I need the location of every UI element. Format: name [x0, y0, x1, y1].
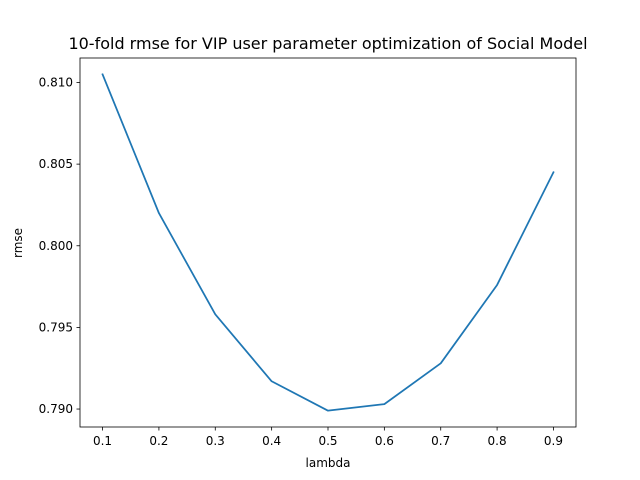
y-tick-label: 0.795	[39, 320, 73, 334]
x-tick-label: 0.1	[93, 434, 112, 448]
x-tick-label: 0.6	[375, 434, 394, 448]
y-tick-label: 0.810	[39, 75, 73, 89]
x-tick-label: 0.2	[149, 434, 168, 448]
x-axis-label: lambda	[306, 456, 351, 470]
y-tick-label: 0.805	[39, 157, 73, 171]
x-tick-label: 0.8	[488, 434, 507, 448]
x-tick-label: 0.4	[262, 434, 281, 448]
y-tick-label: 0.790	[39, 402, 73, 416]
y-axis-ticks: 0.790 0.795 0.800 0.805 0.810	[39, 75, 80, 416]
plot-frame	[79, 57, 577, 428]
y-axis-label: rmse	[11, 228, 25, 258]
y-tick-label: 0.800	[39, 239, 73, 253]
x-axis-ticks: 0.1 0.2 0.3 0.4 0.5 0.6 0.7 0.8 0.9	[93, 427, 563, 448]
x-tick-label: 0.5	[318, 434, 337, 448]
x-tick-label: 0.3	[206, 434, 225, 448]
x-tick-label: 0.7	[431, 434, 450, 448]
chart-title: 10-fold rmse for VIP user parameter opti…	[68, 34, 587, 53]
series-line	[101, 73, 555, 412]
x-tick-label: 0.9	[544, 434, 563, 448]
